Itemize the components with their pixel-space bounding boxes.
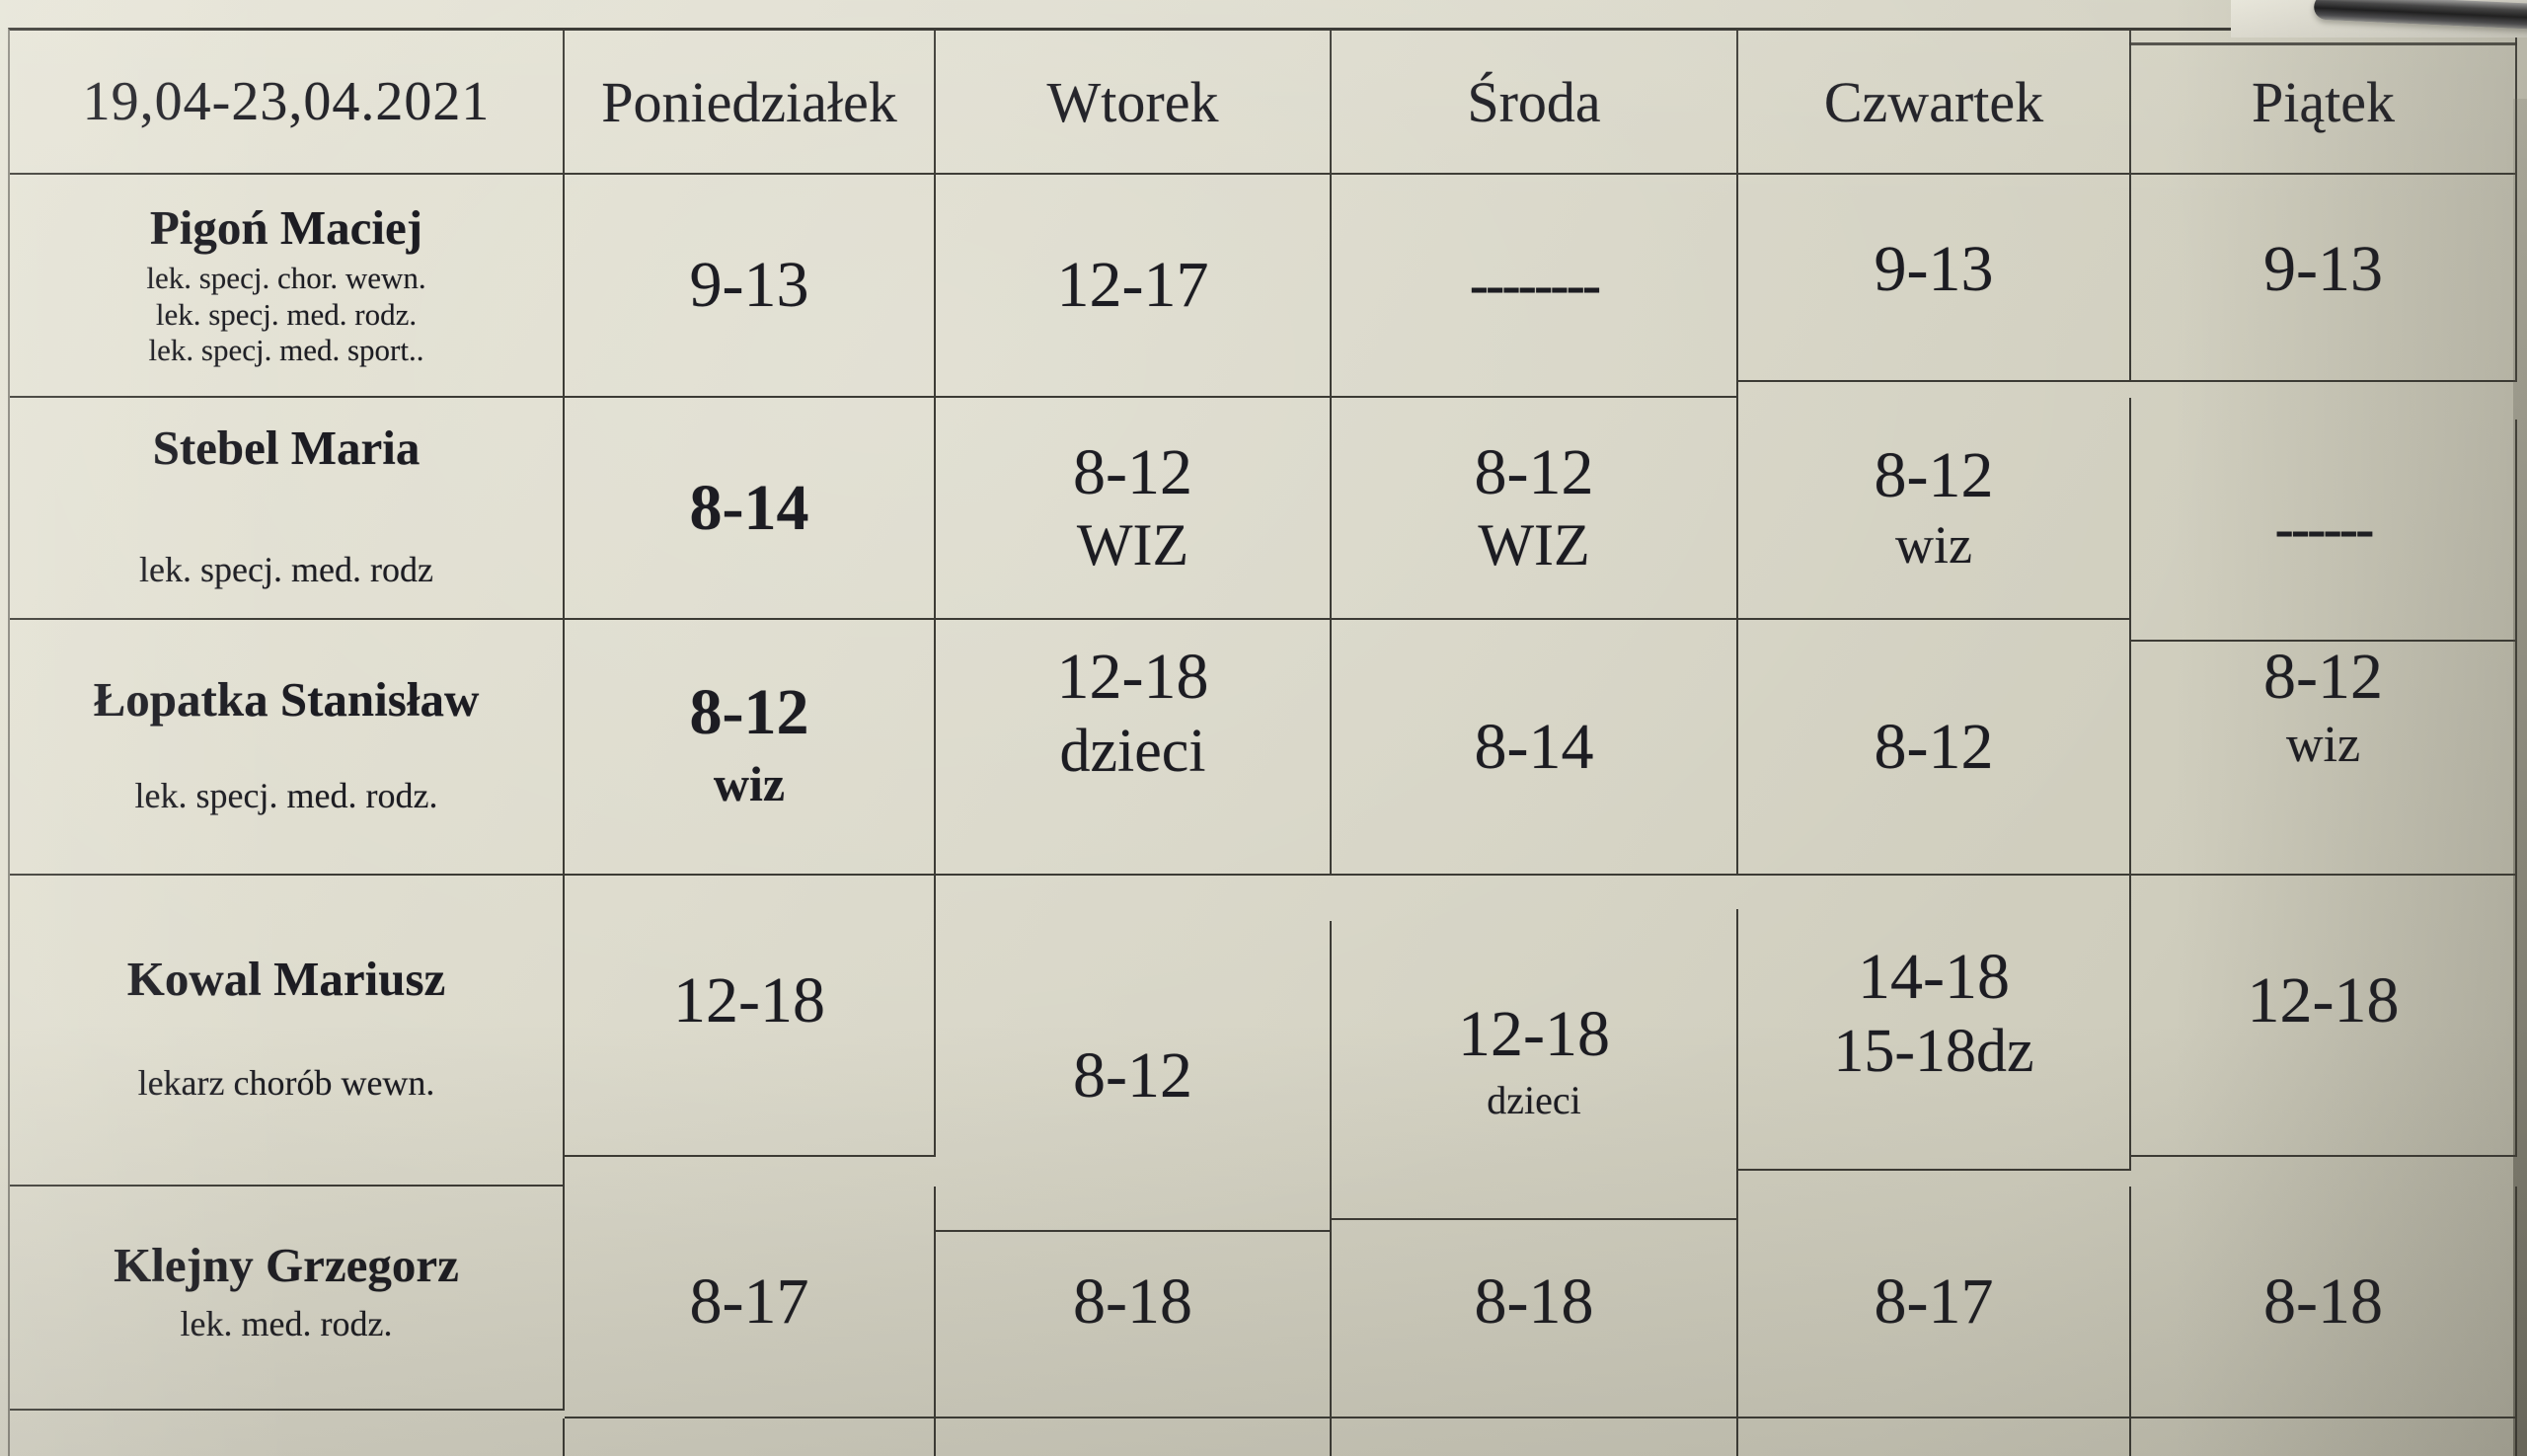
schedule-cell: 8-12 wiz <box>1738 398 2131 620</box>
partial-row-cell <box>2131 1418 2517 1456</box>
schedule-cell: 8-12 wiz <box>565 620 936 876</box>
doctor-cell: Pigoń Maciej lek. specj. chor. wewn. lek… <box>10 175 565 398</box>
schedule-cell: 9-13 <box>2131 159 2517 382</box>
day-header-friday: Piątek <box>2129 31 2517 175</box>
doctor-title: lek. specj. med. rodz. <box>134 776 438 816</box>
photo-edge-shadow <box>2513 99 2527 1456</box>
schedule-cell: 12-18 dzieci <box>936 620 1332 876</box>
doctor-titles: lek. specj. chor. wewn. lek. specj. med.… <box>146 261 425 369</box>
partial-row-cell <box>936 1418 1332 1456</box>
doctor-cell: Stebel Maria lek. specj. med. rodz <box>10 398 565 620</box>
schedule-cell: 8-12 <box>1738 620 2131 876</box>
schedule-cell: 12-17 <box>936 175 1332 398</box>
schedule-cell: 14-18 15-18dz <box>1738 860 2131 1171</box>
doctor-name: Pigoń Maciej <box>149 200 423 256</box>
schedule-cell: 8-18 <box>1332 1187 1738 1418</box>
schedule-cell: 9-13 <box>1738 159 2131 382</box>
doctor-name: Kowal Mariusz <box>126 952 446 1007</box>
week-range: 19,04-23,04.2021 <box>82 71 491 132</box>
table-edge-artifact-line <box>2129 42 2517 45</box>
day-header-wednesday: Środa <box>1332 31 1738 175</box>
doctor-title: lek. specj. med. rodz. <box>155 296 418 332</box>
schedule-cell: 8-18 <box>936 1187 1332 1418</box>
doctor-name: Klejny Grzegorz <box>114 1238 459 1293</box>
schedule-cell: 8-17 <box>1738 1187 2131 1418</box>
doctor-name: Stebel Maria <box>152 421 421 476</box>
partial-row-cell <box>565 1418 936 1456</box>
partial-row-cell <box>1332 1418 1738 1456</box>
doctor-title: lek. specj. chor. wewn. <box>146 261 426 296</box>
week-range-cell: 19,04-23,04.2021 <box>10 31 565 175</box>
schedule-cell: 8-14 <box>565 398 936 620</box>
doctor-schedule-table: 19,04-23,04.2021 Poniedziałek Wtorek Śro… <box>8 28 2517 1456</box>
doctor-title: lek. med. rodz. <box>180 1304 393 1344</box>
doctor-cell: Łopatka Stanisław lek. specj. med. rodz. <box>10 620 565 876</box>
doctor-cell: Klejny Grzegorz lek. med. rodz. <box>10 1179 565 1411</box>
schedule-cell: 8-17 <box>565 1187 936 1418</box>
schedule-cell: 12-18 <box>565 846 936 1157</box>
schedule-cell: 8-12 WIZ <box>936 398 1332 620</box>
schedule-cell: 12-18 <box>2131 846 2517 1157</box>
day-header-thursday: Czwartek <box>1738 31 2131 175</box>
day-header-monday: Poniedziałek <box>565 31 936 175</box>
partial-row-cell <box>1738 1418 2131 1456</box>
day-header-tuesday: Wtorek <box>936 31 1332 175</box>
schedule-cell-no-hours: ------ <box>2131 420 2517 642</box>
schedule-cell: 8-12 <box>936 921 1332 1232</box>
schedule-cell: 12-18 dzieci <box>1332 909 1738 1220</box>
partial-row-cell <box>10 1418 565 1456</box>
doctor-cell: Kowal Mariusz lekarz chorób wewn. <box>10 876 565 1187</box>
schedule-cell: 8-12 wiz <box>2131 620 2517 876</box>
schedule-cell: 9-13 <box>565 175 936 398</box>
doctor-title: lekarz chorób wewn. <box>137 1063 435 1104</box>
doctor-title: lek. specj. med. rodz <box>139 550 433 590</box>
schedule-cell-no-hours: -------- <box>1332 175 1738 398</box>
schedule-cell: 8-14 <box>1332 620 1738 876</box>
schedule-cell: 8-18 <box>2131 1187 2517 1418</box>
doctor-title: lek. specj. med. sport.. <box>148 333 424 368</box>
doctor-name: Łopatka Stanisław <box>93 672 480 728</box>
schedule-cell: 8-12 WIZ <box>1332 398 1738 620</box>
